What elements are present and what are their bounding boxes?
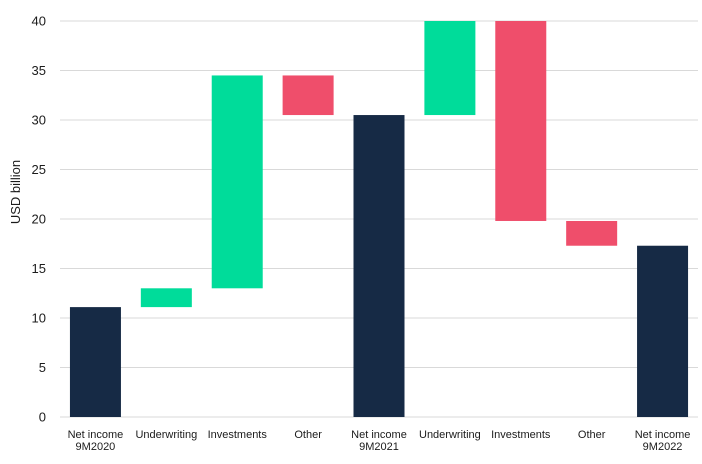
bar-total xyxy=(353,115,405,418)
bar-increase xyxy=(424,21,476,116)
y-axis-ticks: 0 5 10 15 20 25 30 35 40 xyxy=(32,14,46,425)
x-category-label: Other xyxy=(294,429,322,441)
y-tick-label: 25 xyxy=(32,162,46,177)
x-axis-labels: Net income 9M2020 Underwriting Investments O… xyxy=(68,429,691,453)
bar-decrease xyxy=(495,21,547,221)
bar-decrease xyxy=(282,75,334,116)
y-tick-label: 30 xyxy=(32,113,46,128)
x-category-label: Investments xyxy=(208,429,268,441)
bar-total xyxy=(637,245,689,417)
y-tick-label: 35 xyxy=(32,63,46,78)
bars xyxy=(69,21,689,418)
y-tick-label: 0 xyxy=(39,410,46,425)
y-axis-label: USD billion xyxy=(8,160,23,224)
x-category-label: Other xyxy=(578,429,606,441)
y-tick-label: 15 xyxy=(32,261,46,276)
y-tick-label: 40 xyxy=(32,14,46,29)
y-tick-label: 5 xyxy=(39,360,46,375)
x-category-label: Net income 9M2021 xyxy=(351,429,407,453)
bar-increase xyxy=(140,288,192,308)
bar-increase xyxy=(211,75,263,289)
y-tick-label: 20 xyxy=(32,212,46,227)
x-category-label: Underwriting xyxy=(135,429,197,441)
x-category-label: Net income 9M2022 xyxy=(635,429,691,453)
x-category-label: Investments xyxy=(491,429,551,441)
y-tick-label: 10 xyxy=(32,311,46,326)
bar-total xyxy=(69,307,121,417)
x-category-label: Net income 9M2020 xyxy=(68,429,124,453)
bar-decrease xyxy=(566,220,618,246)
x-category-label: Underwriting xyxy=(419,429,481,441)
